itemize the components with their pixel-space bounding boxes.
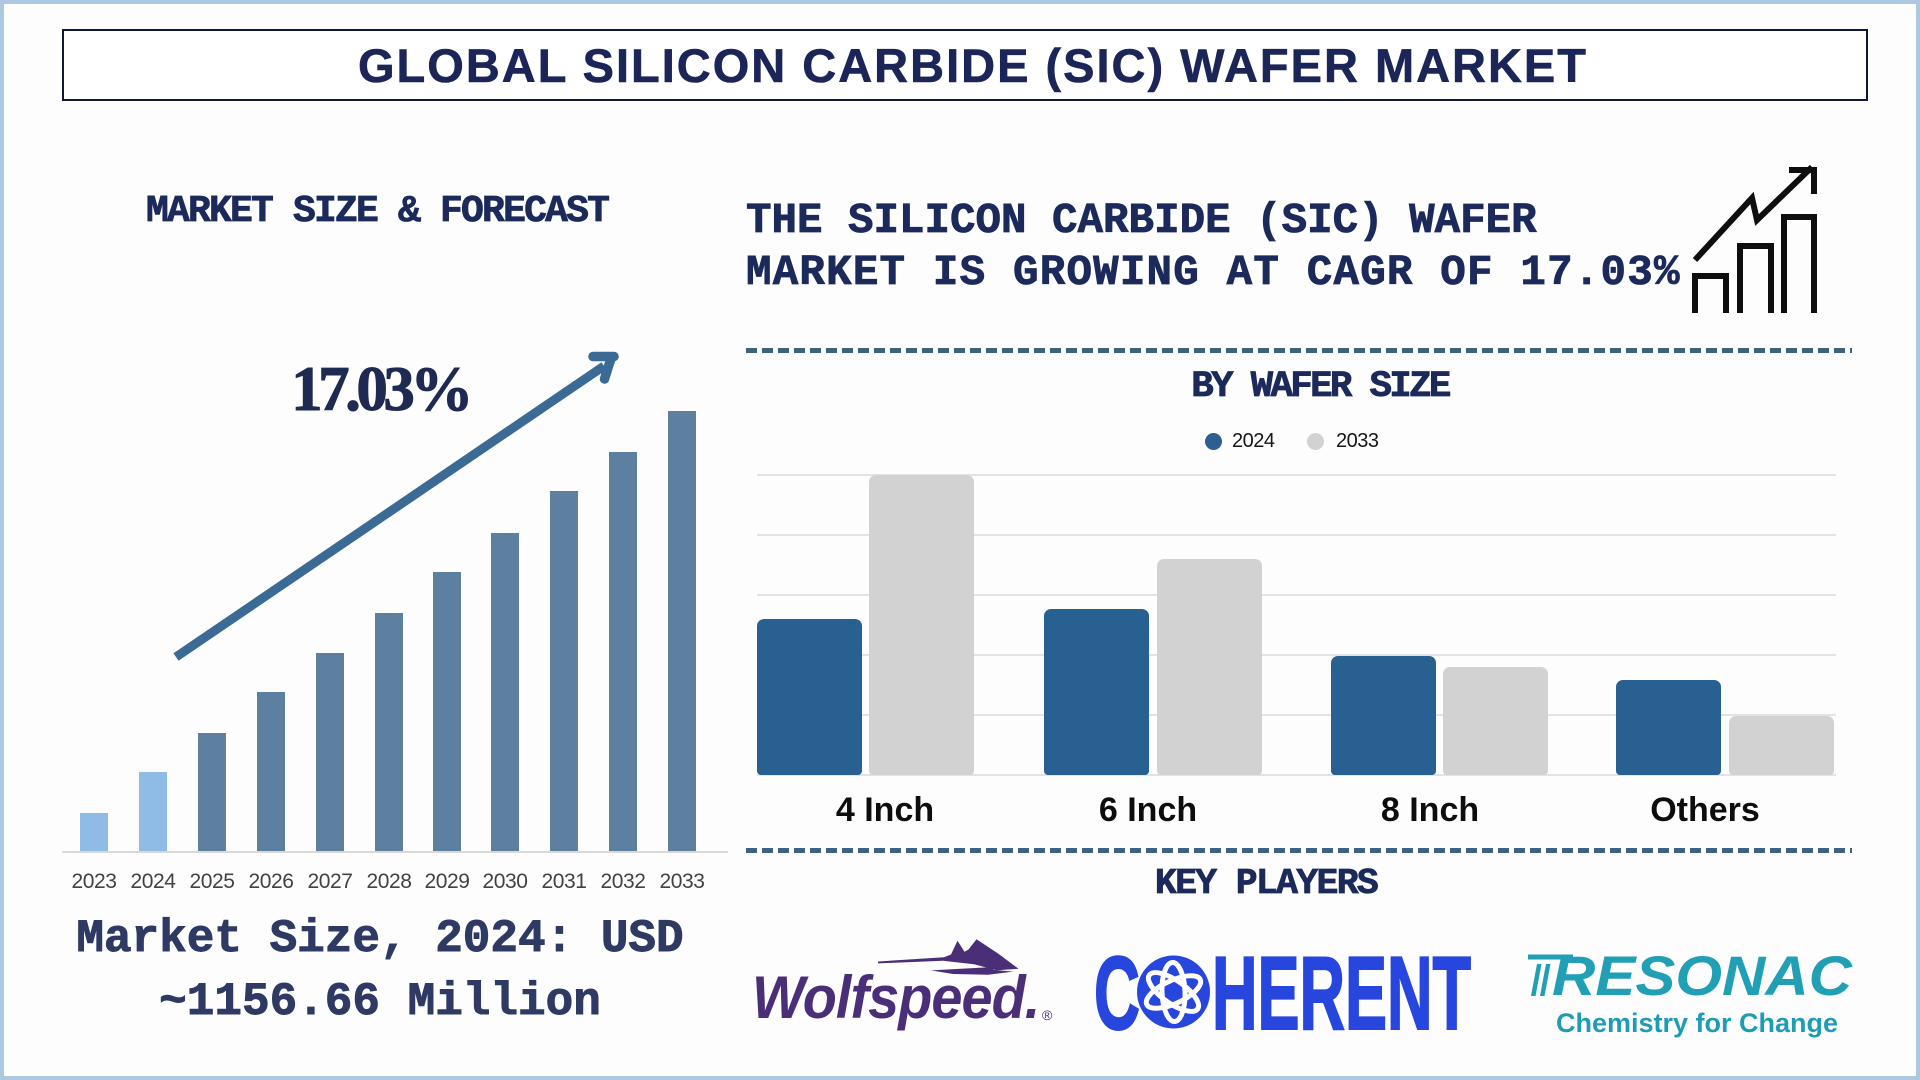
svg-text:®: ® [1042, 1007, 1053, 1023]
svg-text:HERENT: HERENT [1212, 936, 1471, 1052]
svg-text:RESONAC: RESONAC [1552, 944, 1854, 1007]
svg-text:C: C [1094, 936, 1140, 1052]
